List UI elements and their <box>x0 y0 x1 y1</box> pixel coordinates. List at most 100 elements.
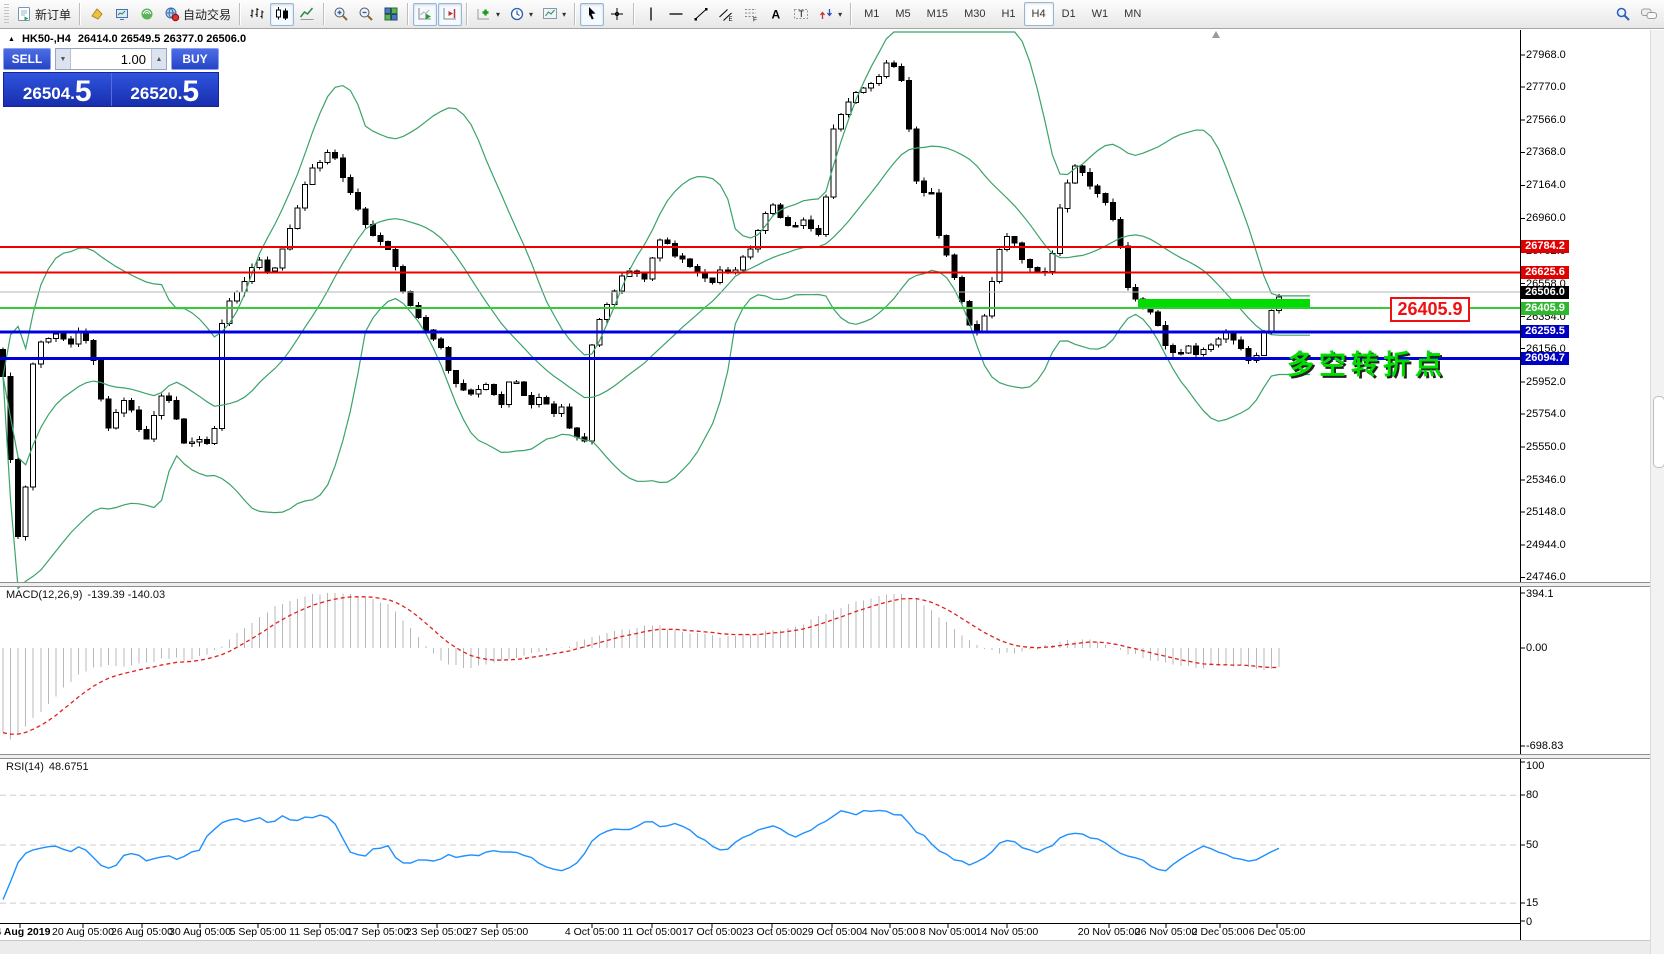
price-axis-tick: 27566.0 <box>1526 114 1566 127</box>
text-icon: A <box>772 8 781 22</box>
indicators-button[interactable]: ▾ <box>472 3 504 26</box>
terminal-icon <box>116 9 129 20</box>
timeframe-m5-button[interactable]: M5 <box>895 8 911 20</box>
market-button[interactable] <box>85 3 109 26</box>
rsi-value: 48.6751 <box>48 761 89 773</box>
fibonacci-icon: F <box>745 9 757 23</box>
zoom-out-icon <box>359 7 373 21</box>
timeframe-m15-button[interactable]: M15 <box>926 8 949 20</box>
volume-decrease-button[interactable]: ▼ <box>56 49 71 69</box>
buy-price[interactable]: 26520. 5 <box>112 73 219 109</box>
dropdown-caret-icon: ▾ <box>496 9 501 19</box>
trendline-button[interactable] <box>689 3 713 26</box>
chart-annotation-text[interactable]: 多空转折点 <box>1287 350 1447 380</box>
vertical-line-icon <box>650 7 652 21</box>
market-icon <box>91 8 103 20</box>
separator <box>407 3 410 25</box>
cursor-button[interactable] <box>580 2 605 26</box>
fibonacci-button[interactable]: F <box>739 3 763 26</box>
timeframe-d1-button[interactable]: D1 <box>1061 8 1076 20</box>
rsi-axis-tick: 100 <box>1526 760 1545 772</box>
templates-icon <box>543 8 558 19</box>
ohlc-values: 26414.0 26549.5 26377.0 26506.0 <box>77 33 247 45</box>
crosshair-button[interactable] <box>605 3 629 26</box>
price-axis-tick: 25754.0 <box>1526 407 1566 420</box>
search-button[interactable] <box>1611 3 1635 26</box>
timeframe-h1-button[interactable]: H1 <box>1001 8 1016 20</box>
timeframe-h4-button[interactable]: H4 <box>1023 2 1054 26</box>
text-button[interactable]: A <box>764 3 788 26</box>
new-order-button[interactable]: 新订单 <box>12 3 75 26</box>
tile-windows-icon <box>384 7 398 21</box>
price-axis-tick: 25148.0 <box>1526 506 1566 519</box>
price-axis-tick: 24944.0 <box>1526 539 1566 552</box>
highlight-rectangle <box>1138 299 1310 307</box>
separator <box>323 3 326 25</box>
panel-splitter[interactable] <box>0 582 1664 587</box>
signals-button[interactable] <box>135 3 159 26</box>
horizontal-line-button[interactable] <box>664 3 688 26</box>
price-line-badge: 26094.7 <box>1521 352 1569 366</box>
text-label-button[interactable]: T <box>789 3 813 26</box>
price-axis-tick: 27770.0 <box>1526 81 1566 94</box>
trendline-icon <box>694 8 708 21</box>
buy-button[interactable]: BUY <box>171 48 219 70</box>
rsi-indicator-label: RSI(14) 48.6751 <box>6 761 89 773</box>
separator <box>79 3 82 25</box>
date-axis-label: 17 Sep 05:00 <box>346 926 410 938</box>
tile-windows-button[interactable] <box>379 3 403 26</box>
sell-price-main: 26504. <box>22 84 75 103</box>
auto-scroll-button[interactable] <box>413 2 438 26</box>
date-axis-label: 27 Sep 05:00 <box>465 926 529 938</box>
candles-layer <box>0 60 1282 541</box>
vertical-scrollbar[interactable] <box>1650 30 1664 954</box>
buy-price-big-digit: 5 <box>182 75 200 109</box>
zoom-in-button[interactable] <box>329 3 353 26</box>
chart-title: ▲ HK50-,H4 26414.0 26549.5 26377.0 26506… <box>8 33 246 45</box>
panel-splitter[interactable] <box>0 754 1664 759</box>
arrows-button[interactable]: ▾ <box>814 3 846 26</box>
scrollbar-thumb[interactable] <box>1652 396 1664 468</box>
chat-button[interactable] <box>1636 3 1662 26</box>
rsi-line <box>2 809 1280 900</box>
svg-text:F: F <box>753 17 757 23</box>
timeframe-w1-button[interactable]: W1 <box>1091 8 1109 20</box>
templates-button[interactable]: ▾ <box>538 3 570 26</box>
timeframe-mn-button[interactable]: MN <box>1124 8 1142 20</box>
macd-indicator-label: MACD(12,26,9) -139.39 -140.03 <box>6 589 166 601</box>
zoom-out-button[interactable] <box>354 3 378 26</box>
timeframe-m1-button[interactable]: M1 <box>864 8 880 20</box>
autotrading-button[interactable]: 自动交易 <box>160 3 235 26</box>
price-callout-label[interactable]: 26405.9 <box>1390 297 1470 322</box>
candlestick-chart-button[interactable] <box>270 2 295 26</box>
volume-input[interactable]: 1.00 <box>120 52 146 67</box>
toolbar-grip[interactable] <box>4 4 9 24</box>
timeframe-m30-button[interactable]: M30 <box>964 8 986 20</box>
bar-chart-button[interactable] <box>245 3 269 26</box>
price-line-badge: 26784.2 <box>1521 240 1569 254</box>
date-axis-label: 5 Sep 05:00 <box>229 926 287 938</box>
svg-text:E: E <box>729 17 733 22</box>
collapse-icon[interactable]: ▲ <box>8 35 15 43</box>
line-chart-button[interactable] <box>295 3 319 26</box>
separator <box>633 3 636 25</box>
price-line-badge: 26259.5 <box>1521 325 1569 339</box>
equidistant-channel-button[interactable]: E <box>714 3 738 26</box>
separator <box>574 3 577 25</box>
price-axis-tick: 25952.0 <box>1526 375 1566 388</box>
volume-increase-button[interactable]: ▲ <box>151 49 166 69</box>
price-axis-tick: 24746.0 <box>1526 571 1566 584</box>
bollinger-band-upper <box>2 31 1310 377</box>
chart-shift-marker-icon <box>1212 31 1220 38</box>
terminal-button[interactable] <box>110 3 134 26</box>
date-axis-label: 26 Nov 05:00 <box>1134 926 1198 938</box>
sell-price[interactable]: 26504. 5 <box>4 73 111 107</box>
chart-shift-button[interactable] <box>438 2 463 26</box>
sell-button[interactable]: SELL <box>3 48 51 70</box>
date-axis-label: 20 Nov 05:00 <box>1077 926 1141 938</box>
vertical-line-button[interactable] <box>639 3 663 26</box>
one-click-trading-panel: SELL ▼ 1.00 ▲ BUY 26504. 5 26520. 5 <box>3 48 219 107</box>
cursor-icon <box>589 7 596 20</box>
periods-button[interactable]: ▾ <box>505 3 537 26</box>
